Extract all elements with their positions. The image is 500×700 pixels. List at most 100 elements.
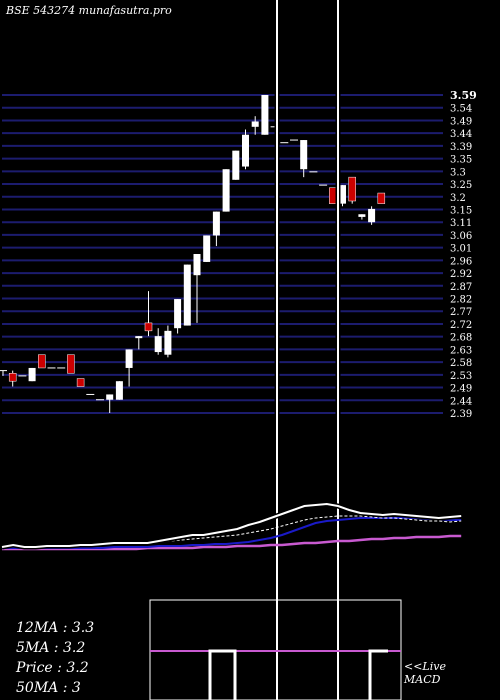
candle-body bbox=[67, 354, 75, 374]
candle bbox=[164, 325, 172, 358]
candle bbox=[377, 192, 386, 204]
price-stat: Price : 3.2 bbox=[16, 660, 89, 676]
candle-body bbox=[300, 140, 308, 170]
candle-body bbox=[368, 208, 376, 223]
candle bbox=[348, 176, 356, 204]
candle-body bbox=[232, 150, 240, 180]
price-tick-label: 3.11 bbox=[450, 218, 472, 229]
price-tick-label: 2.53 bbox=[450, 371, 472, 382]
candle bbox=[368, 206, 376, 225]
candle-body bbox=[115, 381, 123, 400]
candle-body bbox=[251, 121, 259, 127]
price-tick-label: 3.35 bbox=[450, 155, 472, 166]
candle-body bbox=[144, 322, 153, 332]
candle-body bbox=[203, 235, 211, 262]
ma12-stat: 12MA : 3.3 bbox=[16, 620, 95, 636]
macd-bar bbox=[368, 649, 388, 700]
candle-body bbox=[212, 211, 220, 236]
candle bbox=[115, 381, 123, 400]
candle bbox=[0, 370, 7, 376]
candle bbox=[67, 354, 75, 374]
price-tick-label: 3.44 bbox=[450, 129, 472, 140]
candle bbox=[203, 235, 211, 262]
price-tick-label: 3.54 bbox=[450, 104, 472, 115]
candle-body bbox=[377, 192, 386, 204]
candle bbox=[222, 169, 230, 212]
candle-body bbox=[28, 367, 36, 382]
macd-panel bbox=[149, 599, 402, 700]
moving-average-panel bbox=[1, 501, 462, 551]
candle bbox=[242, 129, 249, 170]
candle-body bbox=[164, 330, 172, 355]
price-tick-label: 2.39 bbox=[450, 409, 472, 420]
ma-line-white-black-outline bbox=[1, 502, 462, 548]
candle bbox=[193, 254, 201, 323]
macd-live-label: <<Live MACD bbox=[404, 660, 446, 686]
ma-stats: 12MA : 3.3 5MA : 3.2 Price : 3.2 50MA : … bbox=[16, 618, 94, 698]
candle bbox=[339, 185, 346, 207]
candle-body bbox=[261, 95, 269, 135]
candle bbox=[38, 354, 46, 369]
candle bbox=[251, 116, 259, 135]
candle bbox=[329, 187, 337, 204]
candle-body bbox=[76, 378, 85, 387]
price-tick-label: 2.44 bbox=[450, 396, 472, 407]
live-link: <<Live bbox=[404, 660, 446, 673]
candle bbox=[8, 370, 17, 387]
vertical-marker-lines bbox=[274, 0, 341, 700]
candle-body bbox=[242, 134, 249, 167]
candle-body bbox=[8, 373, 17, 382]
price-tick-label: 2.58 bbox=[450, 358, 472, 369]
candle bbox=[135, 336, 143, 350]
price-tick-label: 3.2 bbox=[450, 193, 466, 204]
price-tick-label: 3.49 bbox=[450, 116, 472, 127]
chart-title: BSE 543274 munafasutra.pro bbox=[6, 4, 172, 17]
candle bbox=[106, 394, 114, 413]
macd-bar bbox=[208, 649, 237, 700]
price-tick-label: 3.25 bbox=[450, 180, 472, 191]
price-tick-label: 2.63 bbox=[450, 345, 472, 356]
candle-body bbox=[174, 299, 182, 329]
price-tick-label: 3.15 bbox=[450, 205, 472, 216]
candle-body bbox=[106, 394, 114, 400]
price-tick-label: 2.49 bbox=[450, 384, 472, 395]
candle-body bbox=[183, 264, 191, 326]
price-tick-label: 2.72 bbox=[450, 320, 472, 331]
candle bbox=[212, 211, 220, 247]
macd-label: MACD bbox=[404, 673, 441, 686]
candle bbox=[261, 95, 269, 135]
price-axis-labels: 3.59 3.543.49 3.44 3.39 3.353.3 3.25 3.23.15 3.… bbox=[450, 89, 477, 420]
price-tick-label: 3.39 bbox=[450, 142, 472, 153]
price-tick-label: 2.87 bbox=[450, 282, 472, 293]
candle bbox=[125, 349, 133, 387]
candle-body bbox=[193, 254, 201, 276]
candle bbox=[232, 150, 240, 180]
candle bbox=[154, 328, 162, 355]
candle bbox=[358, 214, 366, 220]
price-tick-label: 3.3 bbox=[450, 167, 466, 178]
price-tick-label: 3.01 bbox=[450, 244, 472, 255]
candle-body bbox=[154, 336, 162, 353]
price-tick-label: 3.06 bbox=[450, 231, 472, 242]
candle-body bbox=[348, 176, 356, 202]
candle bbox=[183, 264, 191, 326]
candle bbox=[300, 140, 308, 178]
candle bbox=[76, 378, 85, 387]
candle bbox=[174, 299, 182, 334]
price-tick-label: 3.59 bbox=[450, 89, 477, 102]
candle-body bbox=[125, 349, 133, 368]
candle-body bbox=[329, 187, 337, 204]
candle-body bbox=[38, 354, 46, 369]
price-tick-label: 2.68 bbox=[450, 333, 472, 344]
candle-body bbox=[222, 169, 230, 212]
candle-body bbox=[135, 336, 143, 339]
candle bbox=[28, 367, 36, 382]
candle-body bbox=[358, 214, 366, 217]
price-tick-label: 2.82 bbox=[450, 295, 472, 306]
price-tick-label: 2.92 bbox=[450, 269, 472, 280]
candles bbox=[0, 95, 386, 413]
candle bbox=[144, 291, 153, 337]
ma5-stat: 5MA : 3.2 bbox=[16, 640, 86, 656]
candle-body bbox=[339, 185, 346, 204]
